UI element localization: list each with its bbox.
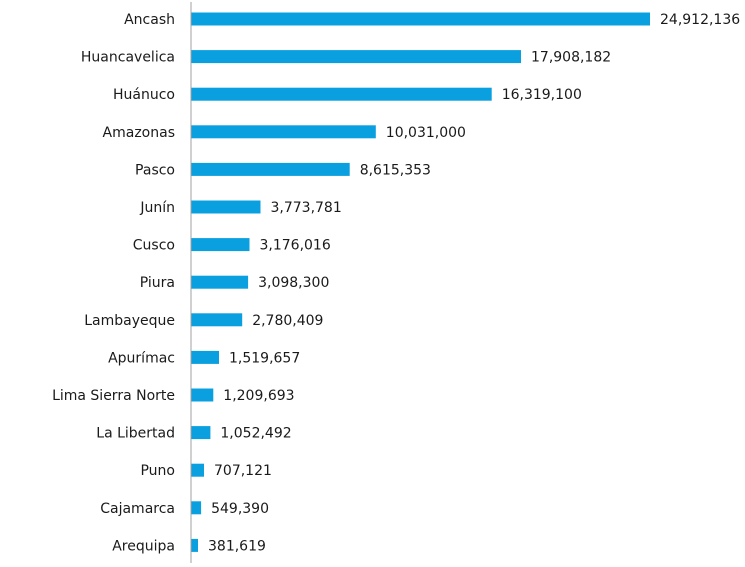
value-label-ancash: 24,912,136 [660, 12, 740, 28]
value-label-huanuco: 16,319,100 [502, 87, 582, 103]
category-label-lambayeque: Lambayeque [84, 313, 175, 329]
category-label-pasco: Pasco [135, 162, 175, 178]
value-label-lima-sierra-norte: 1,209,693 [223, 388, 294, 404]
category-label-arequipa: Arequipa [112, 538, 175, 554]
category-label-apurimac: Apurímac [108, 350, 175, 366]
bar-lima-sierra-norte [191, 388, 214, 402]
value-label-apurimac: 1,519,657 [229, 350, 300, 366]
category-label-la-libertad: La Libertad [96, 426, 175, 442]
category-label-huancavelica: Huancavelica [81, 50, 175, 66]
category-labels-layer: Ancash Huancavelica Huánuco Amazonas Pasco Ju… [52, 12, 175, 554]
value-label-junin: 3,773,781 [271, 200, 342, 216]
category-label-cusco: Cusco [133, 238, 175, 254]
category-label-cajamarca: Cajamarca [100, 501, 175, 517]
value-label-cusco: 3,176,016 [260, 238, 331, 254]
bar-apurimac [191, 350, 219, 364]
value-label-la-libertad: 1,052,492 [220, 426, 291, 442]
bar-amazonas [191, 125, 376, 139]
bar-ancash [191, 12, 650, 26]
bar-lambayeque [191, 313, 243, 327]
bar-junin [191, 200, 261, 214]
bar-cajamarca [191, 501, 202, 515]
bar-pasco [191, 162, 350, 176]
category-label-piura: Piura [140, 275, 175, 291]
value-label-pasco: 8,615,353 [360, 162, 431, 178]
value-label-arequipa: 381,619 [208, 538, 266, 554]
bar-huancavelica [191, 50, 521, 64]
bar-puno [191, 463, 204, 477]
bars-layer [191, 12, 650, 552]
category-label-ancash: Ancash [124, 12, 175, 28]
category-label-lima-sierra-norte: Lima Sierra Norte [52, 388, 175, 404]
category-label-junin: Junín [139, 200, 175, 216]
bar-cusco [191, 238, 250, 252]
bar-arequipa [191, 538, 198, 552]
bar-la-libertad [191, 426, 211, 440]
bar-piura [191, 275, 249, 289]
value-label-cajamarca: 549,390 [211, 501, 269, 517]
value-label-piura: 3,098,300 [258, 275, 329, 291]
category-label-puno: Puno [140, 463, 175, 479]
category-label-huanuco: Huánuco [113, 87, 175, 103]
bar-huanuco [191, 87, 492, 101]
value-label-amazonas: 10,031,000 [386, 125, 466, 141]
value-label-lambayeque: 2,780,409 [252, 313, 323, 329]
value-label-huancavelica: 17,908,182 [531, 50, 611, 66]
value-label-puno: 707,121 [214, 463, 272, 479]
category-label-amazonas: Amazonas [103, 125, 175, 141]
value-labels-layer: 24,912,136 17,908,182 16,319,100 10,031,000… [208, 12, 740, 554]
